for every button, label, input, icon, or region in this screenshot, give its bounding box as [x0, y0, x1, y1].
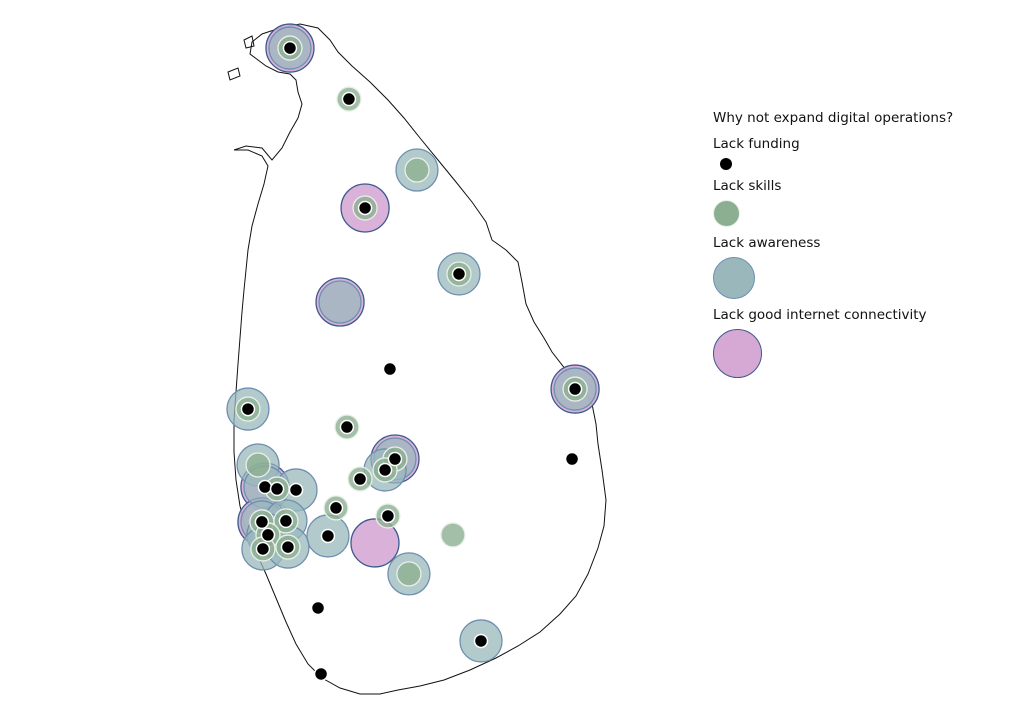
symbol-funding	[473, 633, 489, 649]
legend-swatch-skills	[713, 200, 740, 227]
symbol-skills	[396, 561, 422, 587]
symbol-funding	[254, 514, 270, 530]
island-outline	[243, 35, 255, 49]
symbol-funding	[240, 401, 256, 417]
symbol-skills	[404, 157, 430, 183]
symbol-funding	[278, 513, 294, 529]
symbol-funding	[257, 479, 273, 495]
symbol-skills	[440, 522, 466, 548]
symbol-funding	[280, 539, 296, 555]
symbol-funding	[328, 500, 344, 516]
legend-label-funding: Lack funding	[713, 136, 800, 152]
symbol-funding	[282, 40, 298, 56]
symbol-connectivity	[350, 518, 400, 568]
legend-swatch-funding	[720, 158, 732, 170]
symbol-funding	[339, 419, 355, 435]
symbol-funding	[310, 600, 326, 616]
legend: Why not expand digital operations? Lack …	[713, 110, 953, 386]
symbol-funding	[382, 361, 398, 377]
legend-label-connectivity: Lack good internet connectivity	[713, 307, 927, 323]
symbol-funding	[255, 541, 271, 557]
legend-swatch-connectivity	[713, 329, 762, 378]
location-symbols	[226, 23, 600, 682]
symbol-funding	[288, 482, 304, 498]
symbol-funding	[380, 508, 396, 524]
symbol-funding	[567, 381, 583, 397]
symbol-funding	[313, 666, 329, 682]
symbol-funding	[320, 528, 336, 544]
country-outline	[233, 23, 607, 695]
legend-title: Why not expand digital operations?	[713, 110, 954, 126]
symbol-funding	[269, 481, 285, 497]
symbol-awareness	[318, 280, 362, 324]
symbol-funding	[451, 266, 467, 282]
legend-label-awareness: Lack awareness	[713, 235, 821, 251]
symbol-funding	[377, 462, 393, 478]
symbol-funding	[352, 471, 368, 487]
symbol-funding	[357, 200, 373, 216]
legend-label-skills: Lack skills	[713, 178, 782, 194]
symbol-funding	[260, 527, 276, 543]
symbol-funding	[387, 451, 403, 467]
symbol-funding	[341, 91, 357, 107]
symbol-funding	[564, 451, 580, 467]
island-outline	[227, 67, 241, 81]
legend-swatch-awareness	[713, 257, 755, 299]
symbol-skills	[245, 452, 271, 478]
